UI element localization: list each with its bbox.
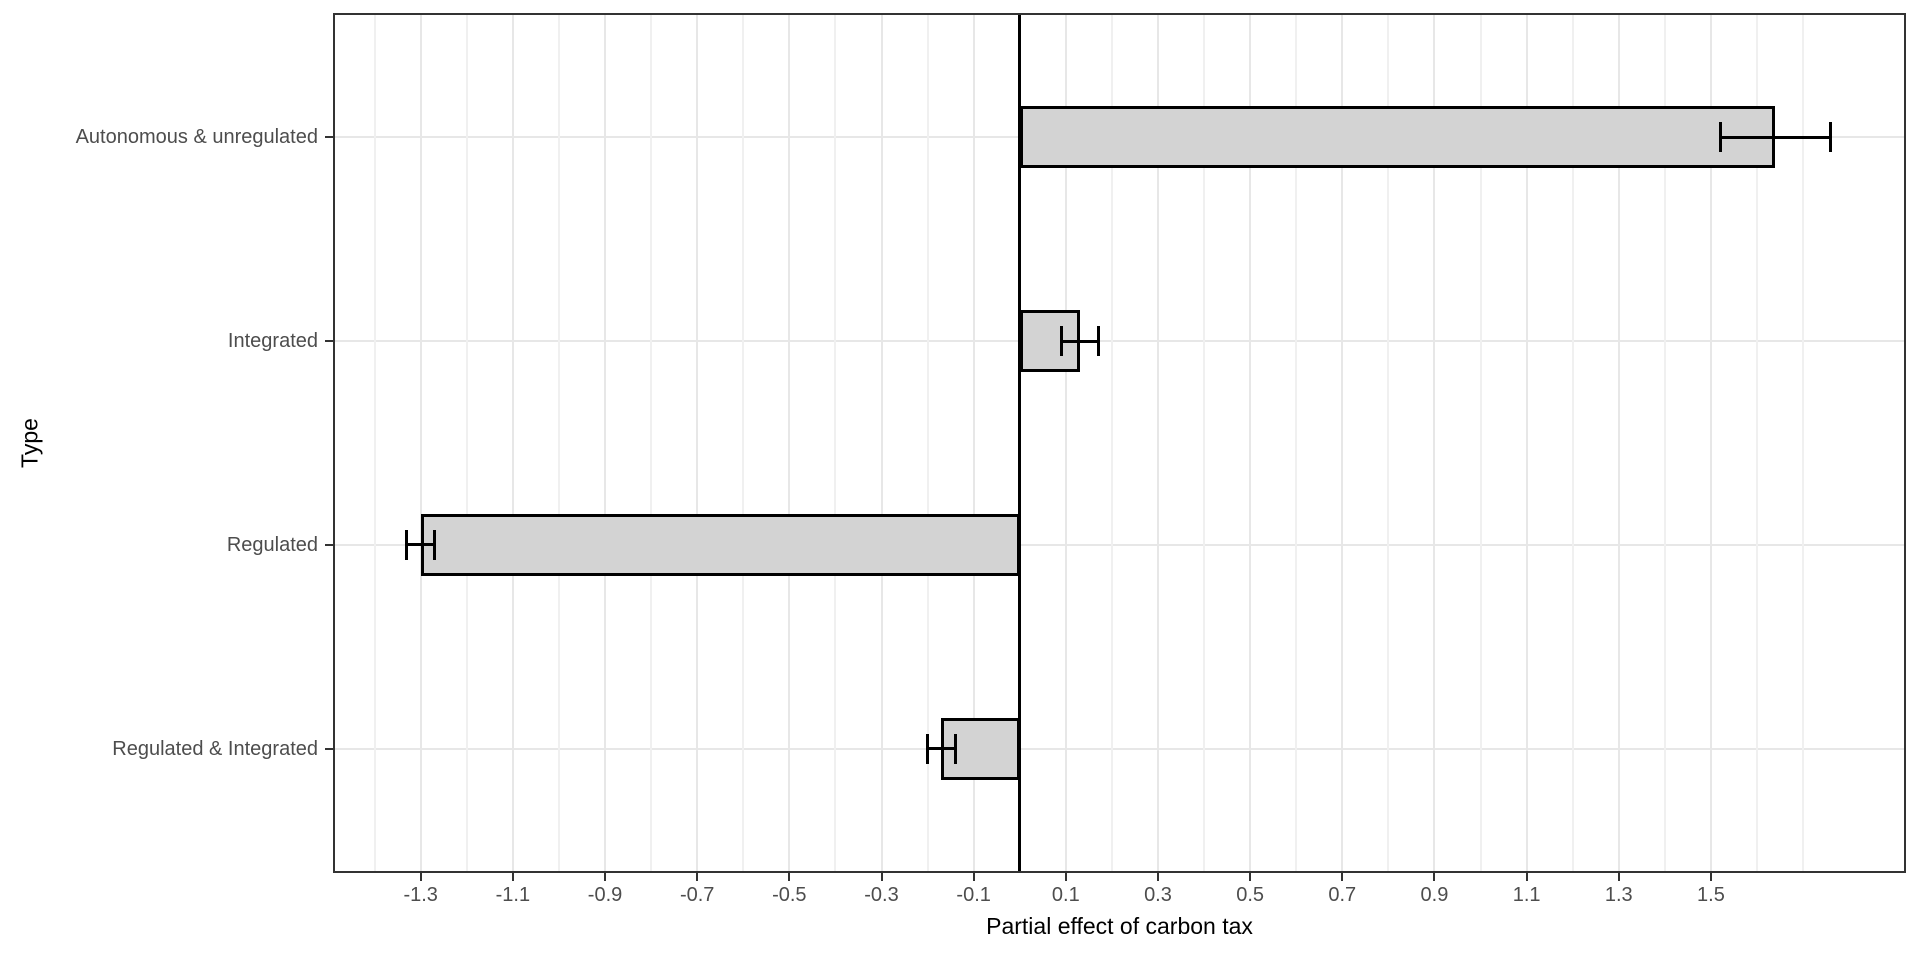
v-gridline-major <box>1433 15 1436 871</box>
v-gridline-major <box>1064 15 1067 871</box>
v-gridline-major <box>419 15 422 871</box>
error-bar-cap-high <box>953 733 957 764</box>
y-tick-label: Integrated <box>227 330 318 353</box>
x-tick-mark <box>604 873 607 881</box>
y-tick-mark <box>325 747 333 750</box>
h-gridline <box>335 747 1904 750</box>
h-gridline <box>335 340 1904 343</box>
bar-1 <box>1019 106 1776 169</box>
y-tick-label: Autonomous & unregulated <box>75 126 318 149</box>
v-gridline-minor <box>1756 15 1758 871</box>
x-tick-label: 0.7 <box>1328 884 1357 906</box>
v-gridline-major <box>1156 15 1159 871</box>
v-gridline-major <box>1709 15 1712 871</box>
x-tick-label: 0.5 <box>1236 884 1265 906</box>
v-gridline-minor <box>834 15 837 871</box>
plot-panel <box>333 13 1906 873</box>
x-tick-label: -0.5 <box>772 884 807 906</box>
v-gridline-minor <box>1110 15 1113 871</box>
y-tick-mark <box>325 543 333 546</box>
v-gridline-major <box>880 15 883 871</box>
error-bar-cap-low <box>1718 122 1722 153</box>
x-tick-mark <box>1341 873 1344 881</box>
x-tick-mark <box>1433 873 1436 881</box>
x-tick-mark <box>972 873 975 881</box>
v-gridline-minor <box>1295 15 1298 871</box>
v-gridline-major <box>788 15 791 871</box>
v-gridline-major <box>972 15 975 871</box>
x-tick-mark <box>1709 873 1712 881</box>
v-gridline-major <box>1617 15 1620 871</box>
x-tick-mark <box>419 873 422 881</box>
x-tick-label: 1.1 <box>1512 884 1541 906</box>
x-tick-mark <box>1156 873 1159 881</box>
x-tick-label: -0.7 <box>679 884 715 906</box>
zero-reference-line <box>1018 15 1022 871</box>
v-gridline-minor <box>373 15 376 871</box>
x-tick-label: -1.1 <box>495 884 531 906</box>
v-gridline-minor <box>1479 15 1482 871</box>
error-bar-cap-high <box>433 529 437 560</box>
v-gridline-major <box>696 15 699 871</box>
v-gridline-major <box>511 15 514 871</box>
x-tick-label: -0.3 <box>864 884 899 906</box>
x-tick-mark <box>1617 873 1620 881</box>
y-axis-title: Type <box>16 418 43 468</box>
x-tick-label: 0.3 <box>1144 884 1172 906</box>
v-gridline-major <box>1341 15 1344 871</box>
v-gridline-major <box>1525 15 1528 871</box>
x-tick-mark <box>696 873 699 881</box>
v-gridline-minor <box>465 15 468 871</box>
y-tick-label: Regulated <box>226 533 318 556</box>
x-tick-label: -0.9 <box>587 884 623 906</box>
x-tick-mark <box>1525 873 1528 881</box>
x-tick-mark <box>511 873 514 881</box>
x-tick-label: -0.1 <box>956 884 991 906</box>
bars-layer <box>335 15 1904 871</box>
error-bar-line <box>406 543 435 547</box>
error-bar-line <box>1720 135 1831 139</box>
x-tick-mark <box>880 873 883 881</box>
v-gridline-minor <box>1802 15 1805 871</box>
error-bar-line <box>1061 339 1099 343</box>
y-tick-mark <box>325 136 333 139</box>
error-bar-cap-high <box>1829 122 1833 153</box>
error-bars-layer <box>335 15 1904 871</box>
x-tick-mark <box>788 873 791 881</box>
x-tick-label: 0.9 <box>1420 884 1449 906</box>
v-gridline-minor <box>926 15 929 871</box>
zero-line-layer <box>335 15 1904 871</box>
error-bar-line <box>927 747 956 751</box>
v-gridline-minor <box>1571 15 1574 871</box>
v-gridline-minor <box>1387 15 1390 871</box>
gridlines-layer <box>335 15 1904 871</box>
v-gridline-major <box>604 15 607 871</box>
x-tick-label: 1.5 <box>1697 884 1725 906</box>
error-bar-cap-low <box>405 529 409 560</box>
y-tick-label: Regulated & Integrated <box>112 737 318 760</box>
v-gridline-minor <box>650 15 653 871</box>
h-gridline <box>335 543 1904 546</box>
error-bar-cap-low <box>1059 326 1063 357</box>
y-tick-mark <box>325 340 333 343</box>
v-gridline-minor <box>1663 15 1666 871</box>
x-tick-mark <box>1249 873 1252 881</box>
x-tick-label: 1.3 <box>1604 884 1633 906</box>
v-gridline-minor <box>1203 15 1206 871</box>
v-gridline-minor <box>742 15 745 871</box>
x-tick-label: -1.3 <box>403 884 438 906</box>
x-axis-title: Partial effect of carbon tax <box>986 913 1253 939</box>
error-bar-cap-high <box>1096 326 1100 357</box>
error-bar-cap-low <box>926 733 930 764</box>
x-tick-label: 0.1 <box>1051 884 1080 906</box>
v-gridline-minor <box>557 15 560 871</box>
v-gridline-major <box>1249 15 1252 871</box>
x-tick-mark <box>1064 873 1067 881</box>
